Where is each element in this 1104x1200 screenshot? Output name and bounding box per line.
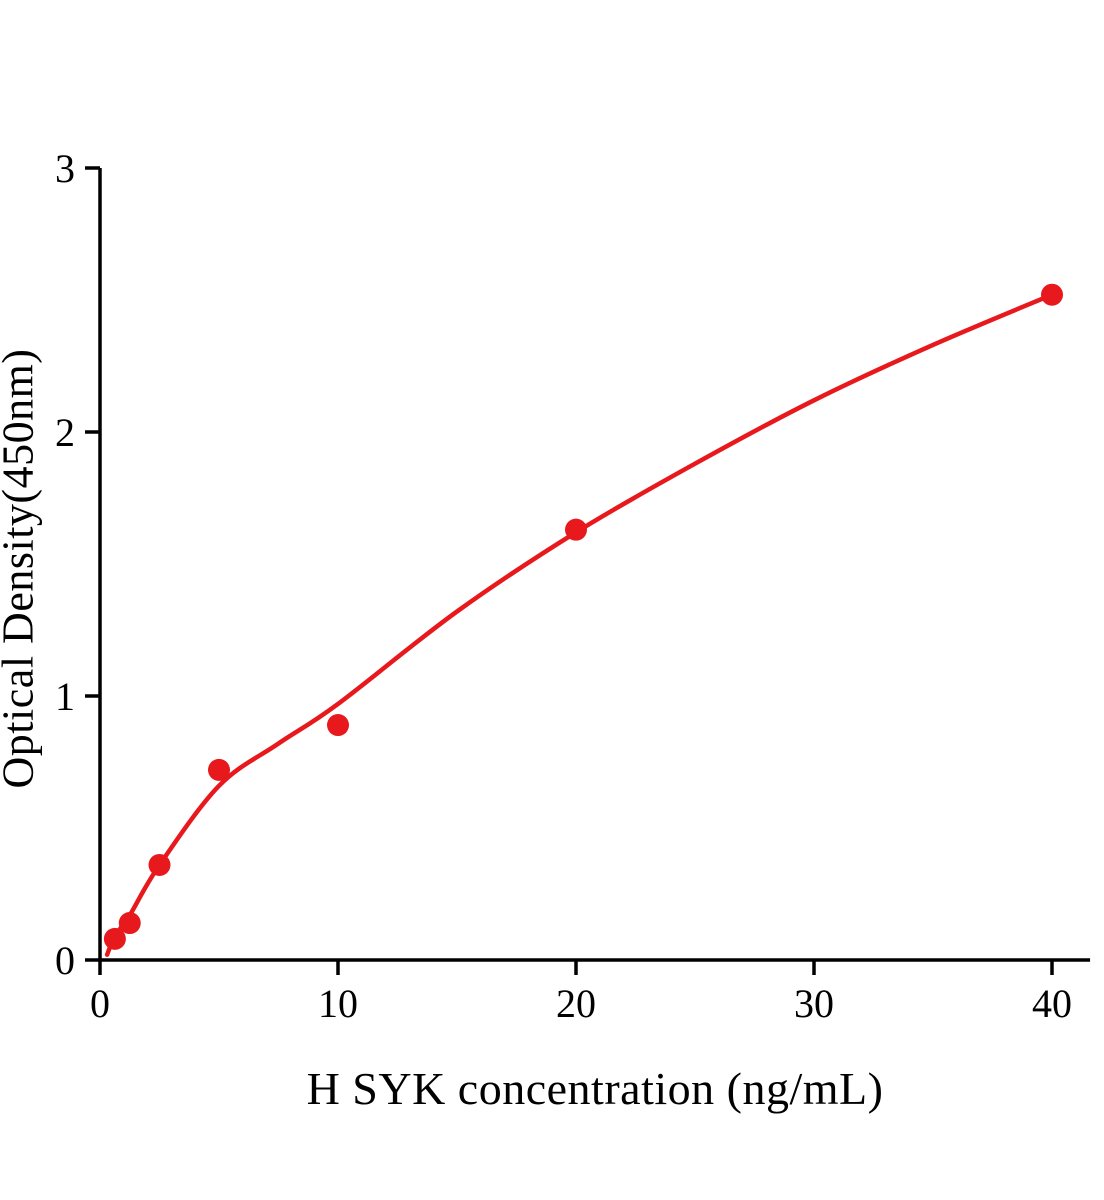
y-tick-label: 2 [55,410,75,455]
y-tick-label: 0 [55,938,75,983]
x-tick-label: 40 [1032,981,1072,1026]
x-tick-label: 0 [90,981,110,1026]
data-point-marker [565,518,587,541]
data-point-marker [208,758,230,781]
fit-curve [104,292,1055,957]
x-tick-label: 20 [556,981,596,1026]
data-point-marker [327,714,349,737]
data-point-marker [118,912,141,935]
x-tick-label: 30 [794,981,834,1026]
x-tick-label: 10 [318,981,358,1026]
data-points [103,283,1063,950]
y-tick-label: 1 [55,674,75,719]
data-point-marker [148,853,171,876]
y-axis-label: Optical Density(450nm) [0,348,43,789]
x-axis-label: H SYK concentration (ng/mL) [306,1063,884,1114]
data-point-marker [1041,283,1063,306]
data-point-marker [103,927,126,950]
y-tick-label: 3 [55,146,75,191]
axes: 0 10 20 30 40 0 1 2 3 [55,146,1091,1026]
